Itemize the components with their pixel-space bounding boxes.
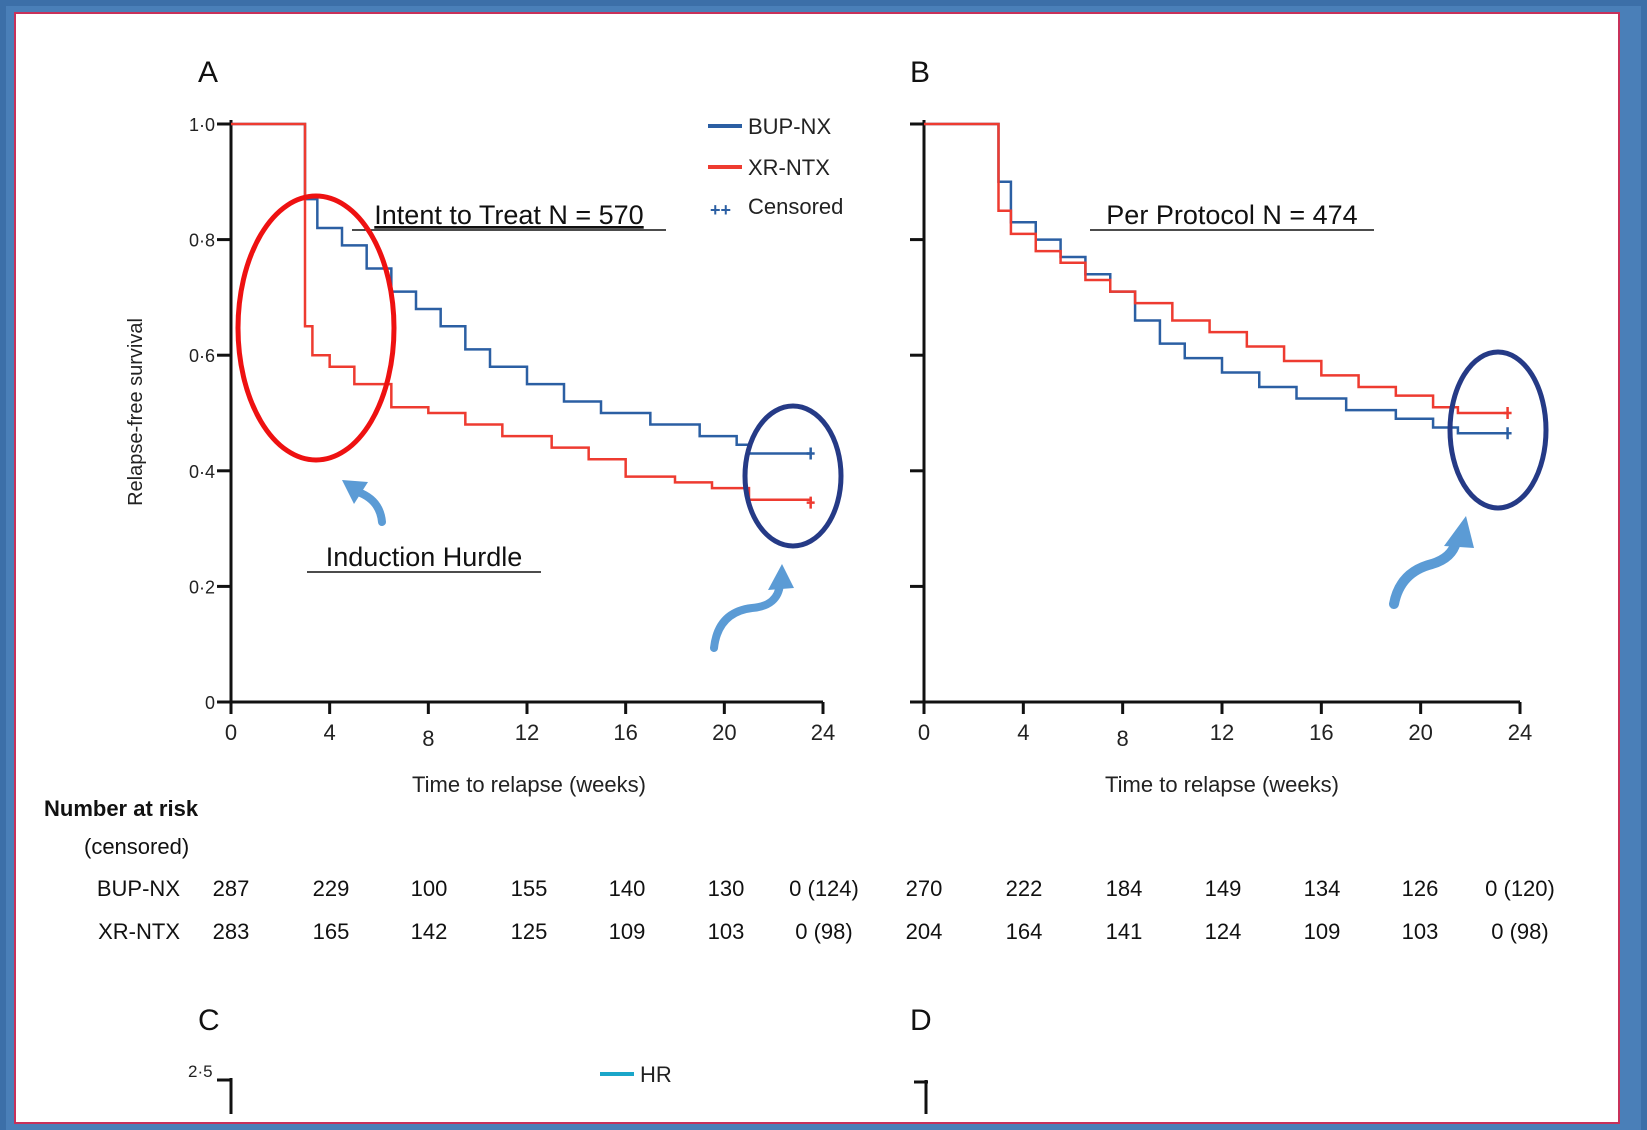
risk-cell: 270 xyxy=(906,876,943,901)
axis-ticks: 0 0·2 0·4 0·6 0·8 1·0 0 4 8 12 16 20 24 0 4 8 12 16 20 24 xyxy=(189,115,1532,751)
x-tick-label: 20 xyxy=(1408,720,1432,745)
risk-cell: 109 xyxy=(1304,919,1341,944)
risk-cell: 100 xyxy=(411,876,448,901)
xr-curve-a xyxy=(231,122,812,503)
risk-cell: 149 xyxy=(1205,876,1242,901)
risk-cell: 164 xyxy=(1006,919,1043,944)
y-axis-label: Relapse-free survival xyxy=(125,318,147,506)
risk-cell: 283 xyxy=(213,919,250,944)
risk-cell: 155 xyxy=(511,876,548,901)
arrow-induction xyxy=(342,480,386,526)
censor-mark xyxy=(1503,407,1512,419)
x-tick-label: 16 xyxy=(1309,720,1333,745)
xr-curve-b xyxy=(924,122,1508,415)
y-tick-label: 0·4 xyxy=(189,462,215,482)
x-axis-label-a: Time to relapse (weeks) xyxy=(412,772,646,797)
survival-curves xyxy=(231,122,1512,509)
censor-mark xyxy=(806,447,815,460)
panel-letter-c: C xyxy=(198,1004,220,1037)
bup-curve-a xyxy=(231,122,811,455)
y-tick-label: 0·2 xyxy=(189,577,215,597)
x-tick-label: 16 xyxy=(613,720,637,745)
x-axis-label-b: Time to relapse (weeks) xyxy=(1105,772,1339,797)
legend-label-hr: HR xyxy=(640,1062,672,1087)
x-tick-label: 4 xyxy=(1017,720,1029,745)
arrow-endpoint-b xyxy=(1389,516,1474,609)
risk-cell: 204 xyxy=(906,919,943,944)
risk-table: Number at risk (censored) BUP-NX XR-NTX … xyxy=(44,796,1555,944)
legend-label-bup: BUP-NX xyxy=(748,114,831,139)
risk-table-subtitle: (censored) xyxy=(84,834,189,859)
induction-hurdle-label: Induction Hurdle xyxy=(326,542,523,572)
risk-row-label-xr: XR-NTX xyxy=(98,919,180,944)
risk-cell: 0 (98) xyxy=(1491,919,1548,944)
risk-cell: 141 xyxy=(1106,919,1143,944)
legend-label-xr: XR-NTX xyxy=(748,155,830,180)
risk-cell: 140 xyxy=(609,876,646,901)
induction-hurdle-circle xyxy=(235,193,397,463)
risk-cell: 0 (98) xyxy=(795,919,852,944)
risk-cell: 142 xyxy=(411,919,448,944)
figure-panel: A B C D Relapse-free survival 0 0·2 0·4 0·6… xyxy=(14,12,1620,1124)
risk-cell: 0 (124) xyxy=(789,876,859,901)
arrow-endpoint-a xyxy=(710,564,794,652)
panel-letter-d: D xyxy=(910,1004,932,1037)
y-tick-label: 0 xyxy=(205,693,215,713)
risk-cell: 103 xyxy=(708,919,745,944)
x-tick-label: 12 xyxy=(1210,720,1234,745)
risk-cell: 184 xyxy=(1106,876,1143,901)
risk-table-title: Number at risk xyxy=(44,796,199,821)
legend-censored-marks: ++ xyxy=(710,200,731,220)
panel-letter-b: B xyxy=(910,56,930,89)
risk-cell: 126 xyxy=(1402,876,1439,901)
panel-c-ytick: 2·5 xyxy=(188,1062,213,1081)
x-tick-label: 24 xyxy=(811,720,835,745)
censor-mark xyxy=(1503,427,1512,440)
risk-cell: 165 xyxy=(313,919,350,944)
risk-cell: 124 xyxy=(1205,919,1242,944)
x-tick-label: 8 xyxy=(1117,726,1129,751)
x-tick-label: 12 xyxy=(515,720,539,745)
risk-cell: 0 (120) xyxy=(1485,876,1555,901)
x-tick-label: 0 xyxy=(225,720,237,745)
x-tick-label: 4 xyxy=(324,720,336,745)
y-tick-label: 0·6 xyxy=(189,346,215,366)
bup-curve-b xyxy=(924,122,1508,435)
km-figure: A B C D Relapse-free survival 0 0·2 0·4 0·6… xyxy=(44,56,1555,1114)
panel-b-title: Per Protocol N = 474 xyxy=(1106,200,1357,230)
x-tick-label: 20 xyxy=(712,720,736,745)
endpoint-circle-a xyxy=(742,403,844,549)
risk-cell: 125 xyxy=(511,919,548,944)
legend-label-censored: Censored xyxy=(748,194,843,219)
legend: BUP-NX XR-NTX ++ Censored xyxy=(708,114,843,220)
x-tick-label: 24 xyxy=(1508,720,1532,745)
y-tick-label: 0·8 xyxy=(189,231,215,251)
risk-cell: 287 xyxy=(213,876,250,901)
risk-cell: 134 xyxy=(1304,876,1341,901)
y-tick-label: 1·0 xyxy=(189,115,215,135)
risk-row-label-bup: BUP-NX xyxy=(97,876,180,901)
x-tick-label: 8 xyxy=(422,726,434,751)
panel-letter-a: A xyxy=(198,56,218,89)
risk-cell: 229 xyxy=(313,876,350,901)
panel-a-title: Intent to Treat N = 570 xyxy=(374,200,643,230)
risk-cell: 222 xyxy=(1006,876,1043,901)
censor-mark xyxy=(806,496,815,509)
endpoint-circle-b xyxy=(1447,349,1549,511)
x-tick-label: 0 xyxy=(918,720,930,745)
risk-cell: 103 xyxy=(1402,919,1439,944)
risk-cell: 109 xyxy=(609,919,646,944)
risk-cell: 130 xyxy=(708,876,745,901)
